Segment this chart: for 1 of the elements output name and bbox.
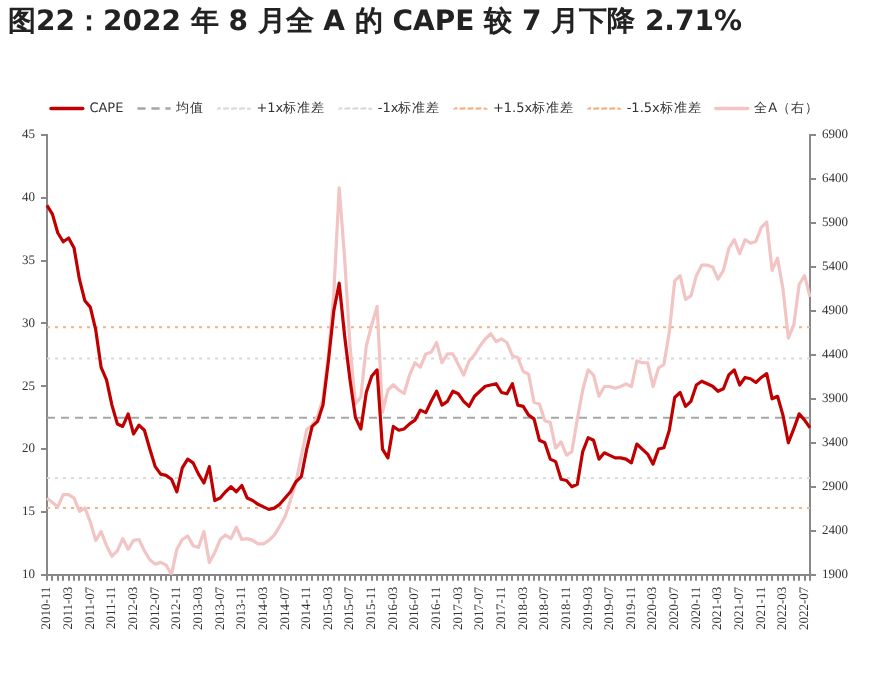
chart-title: 图22：2022 年 8 月全 A 的 CAPE 较 7 月下降 2.71%: [8, 4, 745, 42]
